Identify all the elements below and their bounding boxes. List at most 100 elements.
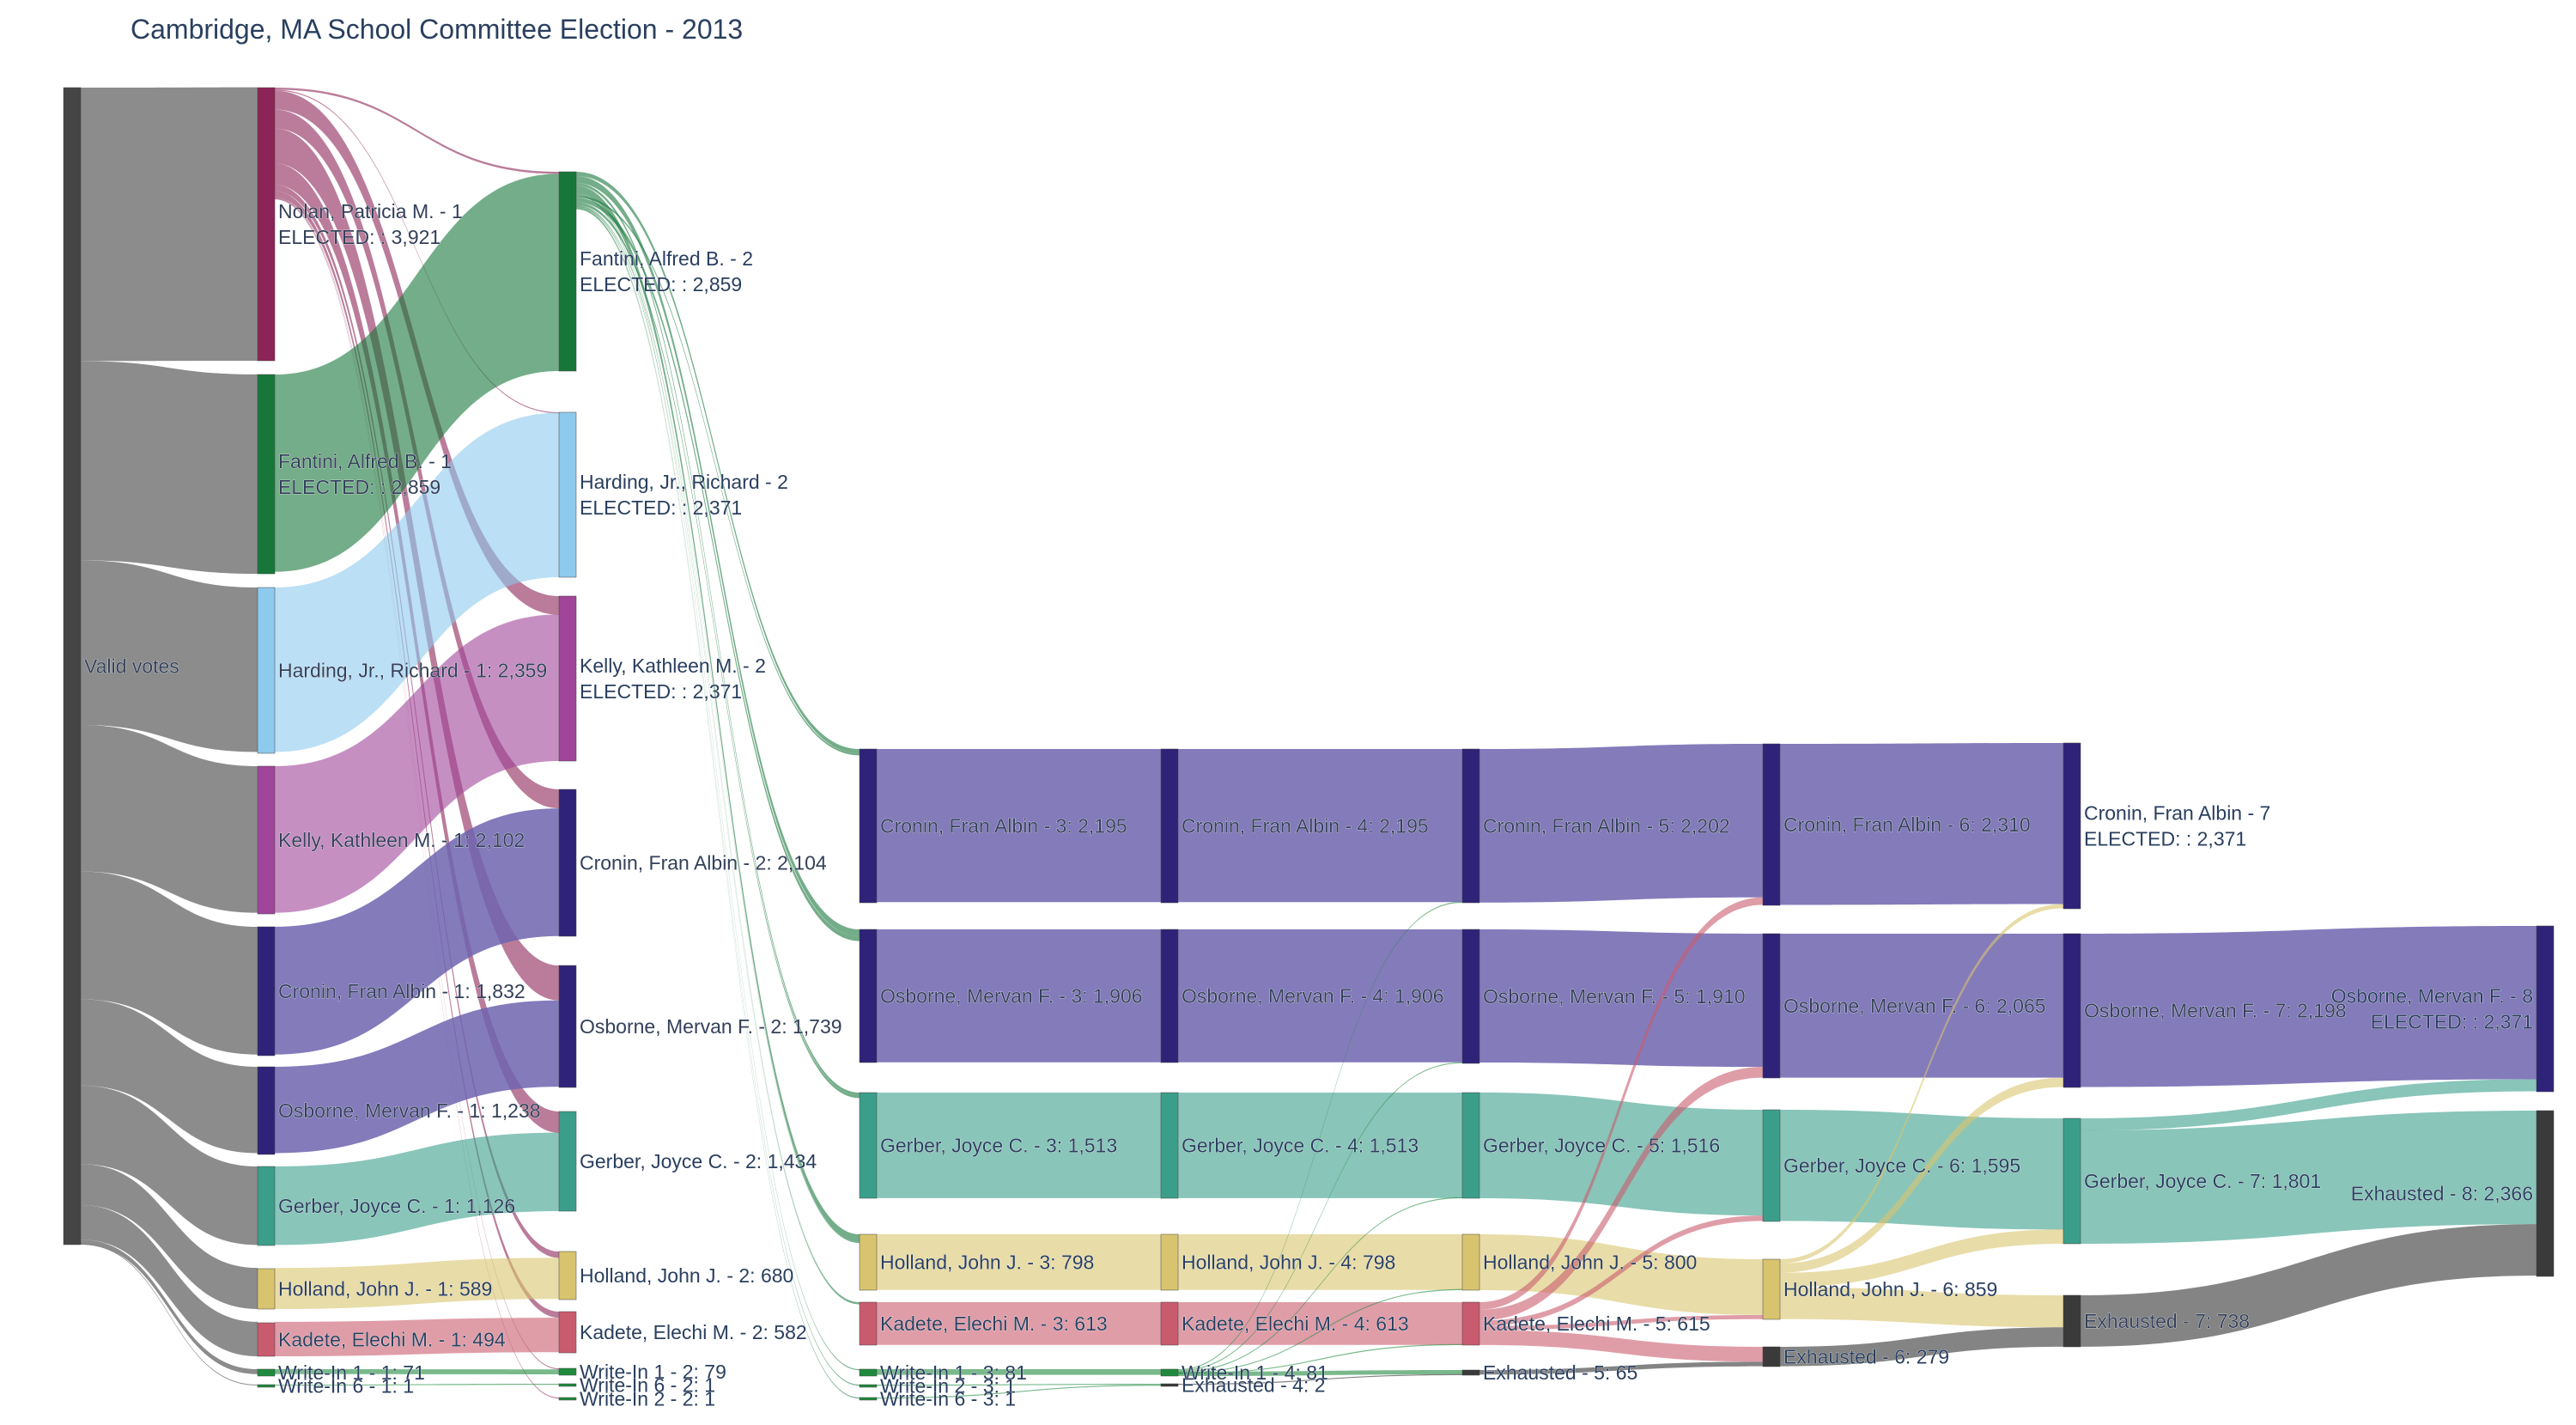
label-line: Kelly, Kathleen M. - 1: 2,102 (278, 829, 525, 851)
label-osborne7: Osborne, Mervan F. - 7: 2,198 (2084, 1000, 2347, 1022)
label-fantini1: Fantini, Alfred B. - 1 ELECTED: : 2,859 (278, 450, 452, 498)
node-holland4[interactable] (1160, 1233, 1179, 1291)
node-kadete4[interactable] (1160, 1301, 1179, 1346)
node-gerber5[interactable] (1461, 1092, 1480, 1199)
label-line: Write-In 6 - 1: 1 (278, 1375, 414, 1398)
label-line: Holland, John J. - 5: 800 (1483, 1251, 1697, 1274)
link-valid-holland1 (81, 1164, 258, 1309)
node-fantini2[interactable] (558, 171, 577, 372)
node-holland6[interactable] (1762, 1258, 1781, 1320)
node-wi6_1[interactable] (257, 1384, 276, 1388)
node-exh8[interactable] (2536, 1110, 2555, 1277)
label-line: Write-In 6 - 2: 1 (580, 1374, 715, 1397)
link-valid-cronin1 (81, 871, 258, 1055)
label-cronin2: Cronin, Fran Albin - 2: 2,104 (580, 852, 827, 874)
label-line: Kadete, Elechi M. - 5: 615 (1483, 1312, 1710, 1335)
node-gerber6[interactable] (1762, 1109, 1781, 1222)
link-wi1_4-kadete5 (1178, 1343, 1462, 1374)
link-valid-nolan1 (81, 87, 258, 362)
link-osborne1-osborne2 (275, 1000, 559, 1154)
label-line: ELECTED: : 2,371 (580, 680, 742, 703)
link-holland5-holland6 (1479, 1234, 1763, 1315)
link-holland6-gerber7 (1780, 1229, 2063, 1288)
node-osborne8[interactable] (2536, 925, 2555, 1093)
node-holland3[interactable] (859, 1233, 878, 1291)
node-fantini1[interactable] (257, 374, 276, 575)
label-line: Exhausted - 7: 738 (2084, 1310, 2250, 1332)
link-fantini1-fantini2 (275, 174, 559, 572)
node-cronin4[interactable] (1160, 748, 1179, 904)
label-gerber2: Gerber, Joyce C. - 2: 1,434 (580, 1150, 817, 1172)
node-harding2[interactable] (558, 411, 577, 578)
node-osborne7[interactable] (2063, 933, 2081, 1088)
node-gerber7[interactable] (2063, 1117, 2081, 1245)
node-kadete2[interactable] (558, 1311, 577, 1354)
node-osborne5[interactable] (1461, 929, 1480, 1064)
label-exh6: Exhausted - 6: 279 (1783, 1346, 1949, 1368)
node-wi2_2[interactable] (558, 1397, 577, 1401)
node-exh5[interactable] (1461, 1369, 1480, 1376)
label-holland1: Holland, John J. - 1: 589 (278, 1278, 492, 1300)
link-fantini2-gerber3 (576, 202, 860, 1099)
node-gerber4[interactable] (1160, 1092, 1179, 1199)
link-exh6-exh7 (1780, 1327, 2063, 1367)
node-gerber2[interactable] (558, 1111, 577, 1212)
node-osborne4[interactable] (1160, 929, 1179, 1063)
node-osborne6[interactable] (1762, 933, 1781, 1079)
node-holland2[interactable] (558, 1251, 577, 1300)
node-kadete5[interactable] (1461, 1301, 1480, 1346)
label-line: Fantini, Alfred B. - 2 (580, 247, 753, 270)
node-osborne1[interactable] (257, 1066, 276, 1155)
node-wi1_2[interactable] (558, 1367, 577, 1376)
node-holland1[interactable] (257, 1268, 276, 1310)
node-kadete1[interactable] (257, 1322, 276, 1357)
label-line: Holland, John J. - 2: 680 (580, 1264, 793, 1287)
node-kelly1[interactable] (257, 765, 276, 915)
node-gerber3[interactable] (859, 1092, 878, 1199)
label-line: Exhausted - 5: 65 (1483, 1361, 1637, 1384)
node-wi2_3[interactable] (859, 1384, 878, 1388)
label-gerber1: Gerber, Joyce C. - 1: 1,126 (278, 1195, 515, 1217)
node-cronin3[interactable] (859, 748, 878, 904)
link-fantini2-wi6_3 (576, 208, 860, 1399)
label-line: Write-In 6 - 3: 1 (880, 1388, 1016, 1410)
chart-title: Cambridge, MA School Committee Election … (131, 14, 744, 45)
node-cronin5[interactable] (1461, 748, 1480, 904)
label-line: Write-In 2 - 2: 1 (580, 1388, 715, 1410)
node-exh6[interactable] (1762, 1346, 1781, 1367)
link-fantini2-holland3 (576, 186, 860, 1242)
link-gerber7-exh8 (2081, 1111, 2537, 1244)
node-kadete3[interactable] (859, 1301, 878, 1346)
link-wi1_4-holland5 (1178, 1288, 1462, 1373)
node-cronin6[interactable] (1762, 743, 1781, 906)
label-line: Exhausted - 4: 2 (1182, 1374, 1326, 1397)
node-harding1[interactable] (257, 587, 276, 754)
link-exh7-exh8 (2081, 1224, 2537, 1347)
label-osborne3: Osborne, Mervan F. - 3: 1,906 (880, 985, 1143, 1008)
label-wi6_2: Write-In 6 - 2: 1 (580, 1374, 715, 1397)
node-wi6_2[interactable] (558, 1383, 577, 1387)
node-wi6_3[interactable] (859, 1397, 878, 1401)
node-cronin7[interactable] (2063, 742, 2081, 910)
node-cronin2[interactable] (558, 789, 577, 937)
node-nolan1[interactable] (257, 87, 276, 362)
node-holland5[interactable] (1461, 1233, 1480, 1291)
node-osborne3[interactable] (859, 929, 878, 1063)
link-kadete5-gerber6 (1479, 1215, 1763, 1326)
node-valid[interactable] (63, 87, 82, 1245)
node-wi1_1[interactable] (257, 1368, 276, 1377)
node-osborne2[interactable] (558, 965, 577, 1088)
links-layer (81, 87, 2537, 1399)
node-wi1_3[interactable] (859, 1368, 878, 1377)
label-line: Harding, Jr., Richard - 1: 2,359 (278, 660, 547, 682)
label-line: Holland, John J. - 6: 859 (1783, 1278, 1997, 1300)
link-valid-fantini1 (81, 361, 258, 574)
label-gerber7: Gerber, Joyce C. - 7: 1,801 (2084, 1170, 2321, 1192)
node-exh7[interactable] (2063, 1294, 2081, 1348)
node-exh4[interactable] (1160, 1383, 1179, 1387)
node-cronin1[interactable] (257, 926, 276, 1057)
node-kelly2[interactable] (558, 595, 577, 762)
node-wi1_4[interactable] (1160, 1368, 1179, 1377)
node-gerber1[interactable] (257, 1166, 276, 1246)
